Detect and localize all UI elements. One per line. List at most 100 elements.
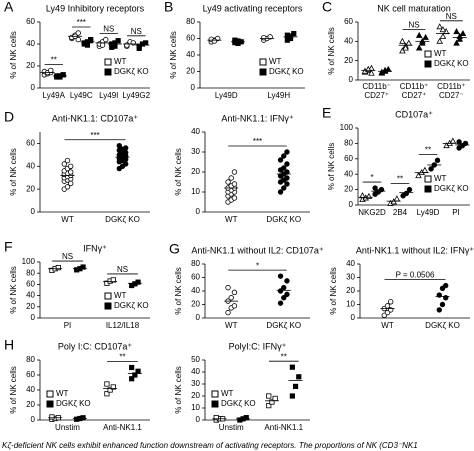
x-tick-label: CD27⁻ bbox=[439, 91, 464, 100]
data-point bbox=[124, 42, 130, 48]
panel-letter: E bbox=[322, 105, 331, 121]
y-tick-label: 20 bbox=[344, 185, 353, 194]
data-point bbox=[64, 184, 71, 190]
legend-swatch bbox=[104, 292, 112, 300]
data-point bbox=[359, 192, 366, 199]
y-tick-label: 100 bbox=[340, 123, 354, 132]
y-tick-label: 60 bbox=[26, 139, 35, 148]
data-point bbox=[225, 284, 231, 291]
y-axis-label: % of NK cells bbox=[9, 148, 18, 196]
y-tick-label: 80 bbox=[26, 355, 35, 364]
y-tick-label: 20 bbox=[191, 391, 200, 400]
y-tick-label: 20 bbox=[26, 61, 35, 70]
legend-swatch bbox=[259, 58, 267, 66]
y-tick-label: 30 bbox=[191, 147, 200, 156]
y-tick-label: 60 bbox=[186, 34, 195, 43]
legend-label: WT bbox=[114, 57, 127, 66]
data-point bbox=[67, 169, 74, 175]
legend-label: DGKζ KO bbox=[434, 184, 469, 193]
data-point bbox=[129, 364, 135, 371]
data-point bbox=[284, 181, 290, 187]
data-point bbox=[421, 166, 429, 173]
x-tick-label: WT bbox=[381, 321, 394, 330]
legend-swatch bbox=[104, 68, 112, 76]
data-point bbox=[449, 137, 457, 144]
data-point bbox=[49, 414, 55, 420]
data-point bbox=[122, 145, 129, 151]
data-point bbox=[112, 43, 118, 49]
data-point bbox=[281, 153, 287, 159]
data-point bbox=[110, 384, 116, 390]
data-point bbox=[277, 273, 284, 279]
y-tick-label: 40 bbox=[346, 259, 355, 268]
data-point bbox=[225, 309, 231, 316]
data-point bbox=[231, 181, 238, 187]
data-point bbox=[266, 393, 272, 399]
data-point bbox=[132, 372, 138, 378]
legend-swatch bbox=[104, 302, 112, 310]
x-tick-label: DGKζ KO bbox=[105, 215, 140, 224]
chart-title: CD107a⁺ bbox=[395, 109, 433, 119]
panel-letter: C bbox=[322, 0, 332, 15]
data-point bbox=[213, 414, 219, 421]
caption: Kζ-deficient NK cells exhibit enhanced f… bbox=[2, 441, 418, 450]
panel-letter: B bbox=[164, 0, 173, 15]
legend-label: WT bbox=[56, 389, 69, 398]
significance-label: ** bbox=[397, 175, 403, 184]
x-tick-label: Ly49A bbox=[43, 91, 66, 100]
legend-swatch bbox=[424, 60, 432, 68]
x-tick-label: Ly49D bbox=[417, 208, 440, 217]
data-point bbox=[428, 166, 434, 172]
data-point bbox=[228, 175, 234, 181]
data-point bbox=[439, 26, 447, 33]
data-point bbox=[232, 37, 238, 43]
y-tick-label: 40 bbox=[186, 50, 195, 59]
y-axis-label: % of NK cells bbox=[9, 366, 18, 414]
significance-label: *** bbox=[77, 18, 86, 27]
significance-label: NS bbox=[446, 12, 457, 21]
data-point bbox=[61, 161, 68, 167]
y-tick-label: 0 bbox=[349, 75, 354, 84]
data-point bbox=[436, 307, 442, 313]
significance-label: *** bbox=[253, 137, 262, 146]
y-axis-label: % of NK cells bbox=[169, 31, 178, 79]
data-point bbox=[235, 40, 241, 47]
x-tick-label: WT bbox=[61, 215, 74, 224]
y-tick-label: 60 bbox=[191, 273, 200, 282]
chart-title: Poly I:C: CD107a⁺ bbox=[58, 341, 133, 351]
data-point bbox=[277, 189, 284, 195]
data-point bbox=[399, 37, 406, 44]
y-tick-label: 40 bbox=[191, 127, 200, 136]
significance-label: NS bbox=[408, 21, 419, 30]
y-tick-label: 30 bbox=[346, 273, 355, 282]
data-point bbox=[281, 284, 287, 291]
y-tick-label: 20 bbox=[26, 184, 35, 193]
panel-letter: G bbox=[169, 241, 180, 257]
legend-label: WT bbox=[221, 389, 234, 398]
y-tick-label: 0 bbox=[196, 313, 201, 322]
legend-swatch bbox=[424, 185, 432, 193]
legend-label: WT bbox=[434, 174, 447, 183]
y-tick-label: 40 bbox=[26, 39, 35, 48]
data-point bbox=[211, 38, 218, 44]
y-tick-label: 0 bbox=[196, 207, 201, 216]
data-point bbox=[277, 288, 284, 294]
data-point bbox=[243, 414, 249, 421]
y-axis-label: % of NK cells bbox=[174, 148, 183, 196]
data-point bbox=[261, 34, 267, 41]
significance-label: ** bbox=[425, 145, 431, 154]
y-tick-label: 0 bbox=[191, 83, 196, 92]
data-point bbox=[60, 72, 66, 78]
data-point bbox=[284, 32, 290, 38]
legend-label: DGKζ KO bbox=[434, 59, 469, 68]
x-tick-label: DGKζ KO bbox=[266, 215, 301, 224]
legend-swatch bbox=[259, 68, 267, 76]
data-point bbox=[143, 40, 149, 46]
data-point bbox=[104, 381, 110, 387]
data-point bbox=[422, 33, 429, 40]
data-point bbox=[88, 38, 94, 44]
data-point bbox=[231, 303, 238, 309]
y-tick-label: 60 bbox=[344, 154, 353, 163]
data-point bbox=[406, 186, 413, 193]
x-tick-label: Ly49H bbox=[267, 91, 290, 100]
